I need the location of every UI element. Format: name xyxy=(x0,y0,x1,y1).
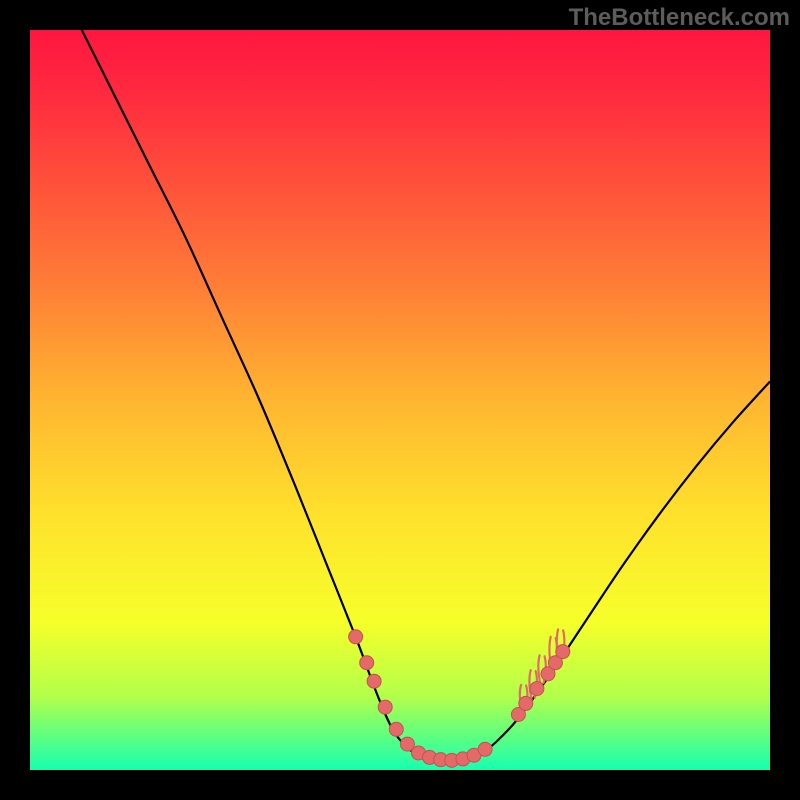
trough-marker xyxy=(378,700,392,714)
trough-marker xyxy=(530,682,544,696)
trough-marker xyxy=(389,722,403,736)
plot-overlay-svg xyxy=(30,30,770,770)
trough-marker xyxy=(360,656,374,670)
chart-frame: TheBottleneck.com xyxy=(0,0,800,800)
trough-marker xyxy=(478,742,492,756)
bottleneck-curve xyxy=(82,30,770,761)
trough-marker xyxy=(367,674,381,688)
trough-marker xyxy=(556,645,570,659)
trough-marker xyxy=(349,630,363,644)
plot-area xyxy=(30,30,770,770)
credit-label: TheBottleneck.com xyxy=(569,4,790,32)
trough-markers xyxy=(349,630,570,768)
trough-marker xyxy=(519,696,533,710)
